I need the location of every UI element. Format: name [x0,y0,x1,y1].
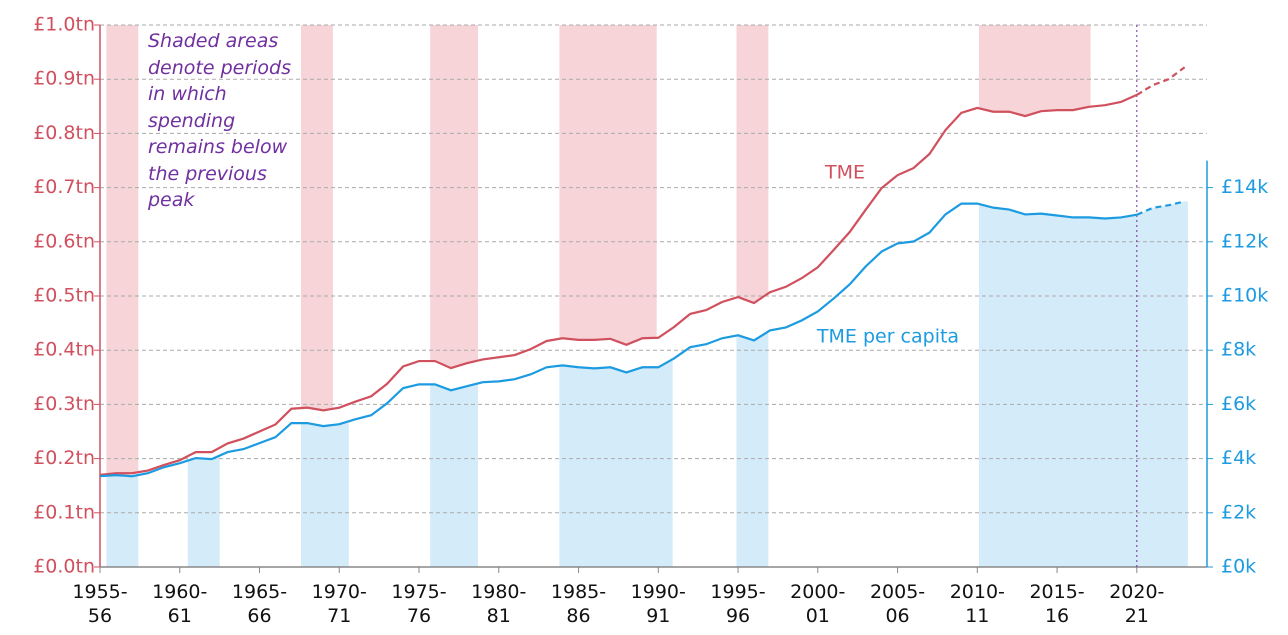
y-tick-label: £0.9tn [33,68,95,90]
y-tick-label: £0.8tn [33,122,95,144]
series-line [99,93,1138,476]
shaded-period [300,25,333,475]
series-label: TME [824,162,865,184]
x-tick-label: 1960-61 [152,581,208,627]
x-tick-label: 1990-91 [630,581,686,627]
y-tick-label: £0.1tn [33,501,95,523]
shaded-period [978,201,1188,567]
forecast-line [1136,66,1186,96]
x-tick-label: 1980-81 [471,581,527,627]
x-tick-label: 2015-16 [1029,581,1085,627]
x-tick-label: 1970-71 [311,581,367,627]
y2-tick-label: £12k [1221,230,1268,252]
x-tick-label: 2010-11 [949,581,1005,627]
y2-tick-label: £4k [1221,447,1256,469]
x-tick-label: 1975-76 [391,581,447,627]
x-tick-label: 1965-66 [231,581,288,627]
y2-tick-label: £6k [1221,393,1256,415]
series-label: TME per capita [816,326,959,348]
y-tick-label: £0.7tn [33,176,95,198]
annotation: Shaded areas denote periods in which spe… [148,30,292,211]
y-tick-label: £1.0tn [33,14,95,36]
y-tick-label: £0.5tn [33,285,95,307]
series-line [99,202,1138,478]
forecast-line [1136,200,1185,216]
y-tick-label: £0.0tn [33,556,95,578]
y2-tick-label: £0k [1221,556,1256,578]
x-tick-label: 1955-56 [72,581,128,627]
x-tick-label: 1985-86 [550,581,607,627]
x-tick-label: 2000-01 [790,581,846,627]
y-tick-label: £0.3tn [33,393,95,415]
x-tick-label: 2005-06 [869,581,926,627]
y-tick-label: £0.2tn [33,447,95,469]
y-tick-label: £0.4tn [33,339,95,361]
x-tick-label: 1995-96 [710,581,766,627]
y2-tick-label: £10k [1221,285,1268,307]
shaded-period [106,25,139,475]
x-tick-label: 2020-21 [1109,581,1165,627]
y2-tick-label: £8k [1221,339,1256,361]
y2-tick-label: £2k [1221,501,1256,523]
y-tick-label: £0.6tn [33,230,95,252]
y2-tick-label: £14k [1221,176,1268,198]
